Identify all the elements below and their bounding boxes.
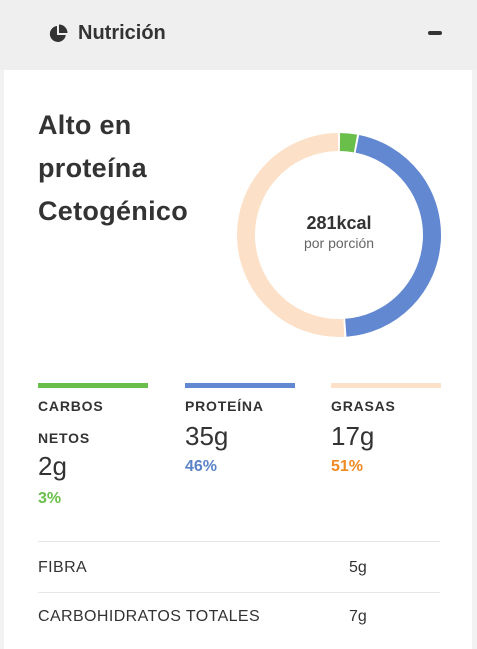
donut-slice-carbos-netos <box>339 133 358 153</box>
diet-label-2: proteína <box>38 153 147 183</box>
protein-bar <box>185 383 295 388</box>
carbs-label: CARBOS <box>38 398 104 414</box>
fiber-label: FIBRA <box>38 559 88 576</box>
carbs-percent: 3% <box>38 490 62 507</box>
diet-label-1: Alto en <box>38 110 132 140</box>
carbs-bar <box>38 383 148 388</box>
protein-value: 35g <box>185 421 229 451</box>
carbs-value: 2g <box>38 451 67 481</box>
fiber-value: 5g <box>349 559 367 576</box>
collapse-button[interactable] <box>422 22 450 46</box>
donut-slice-grasas <box>237 133 345 337</box>
carbs-label-2: NETOS <box>38 430 90 446</box>
row-divider <box>38 541 440 542</box>
macro-donut-chart <box>237 133 441 337</box>
nutrition-header[interactable]: Nutrición <box>0 0 477 70</box>
diet-label-3: Cetogénico <box>38 196 189 226</box>
minus-icon <box>428 31 442 35</box>
fat-value: 17g <box>331 421 375 451</box>
fat-label: GRASAS <box>331 398 396 414</box>
donut-slice-prote-na <box>345 135 441 337</box>
calories-label: por porción <box>303 235 375 251</box>
row-divider <box>38 592 440 593</box>
section-title: Nutrición <box>78 22 166 44</box>
fat-bar <box>331 383 441 388</box>
protein-percent: 46% <box>185 458 218 475</box>
protein-label: PROTEÍNA <box>185 398 264 414</box>
fat-percent: 51% <box>331 458 364 475</box>
total-carbs-value: 7g <box>349 608 367 625</box>
pie-chart-icon <box>49 24 68 42</box>
calories-value: 281kcal <box>306 213 372 233</box>
total-carbs-label: CARBOHIDRATOS TOTALES <box>38 608 261 625</box>
